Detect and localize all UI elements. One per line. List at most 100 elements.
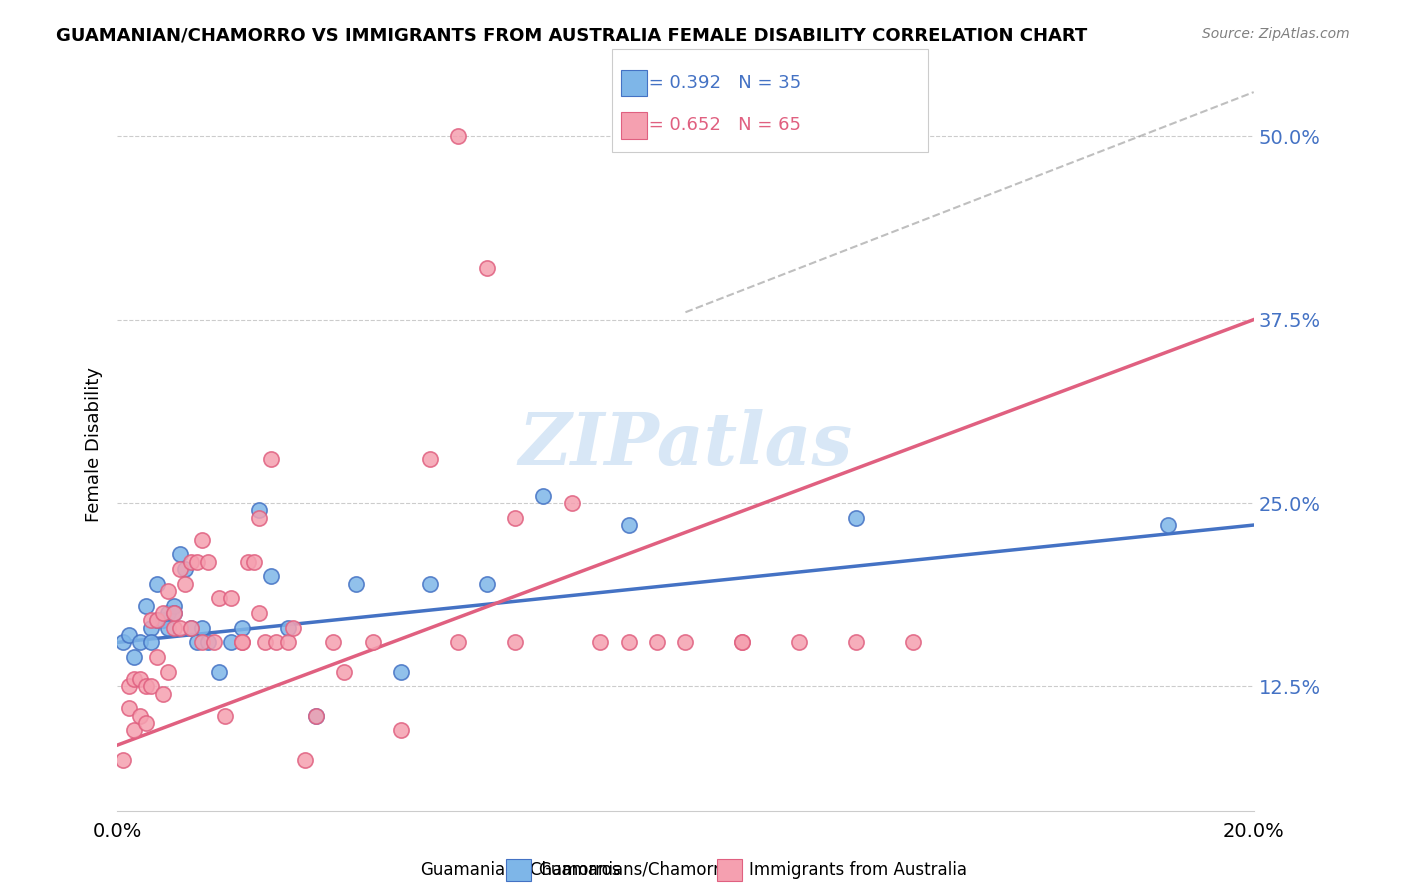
Point	[208, 591, 231, 606]
Text: Source: ZipAtlas.com: Source: ZipAtlas.com	[1202, 27, 1350, 41]
Point	[117, 680, 139, 694]
Point	[277, 635, 299, 649]
Point	[219, 635, 242, 649]
Point	[202, 635, 225, 649]
Point	[447, 129, 470, 144]
Point	[242, 555, 264, 569]
Point	[191, 533, 214, 547]
Point	[163, 606, 186, 620]
Point	[266, 635, 288, 649]
Point	[305, 708, 328, 723]
Point	[361, 635, 384, 649]
Point	[157, 584, 180, 599]
Point	[163, 606, 186, 620]
Point	[180, 621, 202, 635]
Point	[152, 687, 174, 701]
Point	[259, 569, 281, 583]
Point	[174, 576, 197, 591]
Text: R = 0.652   N = 65: R = 0.652 N = 65	[619, 116, 800, 134]
Point	[146, 650, 169, 665]
Point	[146, 576, 169, 591]
Point	[135, 599, 157, 613]
Point	[146, 614, 169, 628]
Point	[731, 635, 754, 649]
Point	[214, 708, 236, 723]
Point	[561, 496, 583, 510]
Point	[219, 591, 242, 606]
Point	[191, 621, 214, 635]
Point	[141, 680, 163, 694]
Point	[122, 650, 145, 665]
Text: Guamanians/Chamorros: Guamanians/Chamorros	[420, 861, 620, 879]
Point	[1157, 518, 1180, 533]
Text: ZIPatlas: ZIPatlas	[519, 409, 852, 480]
Point	[129, 672, 152, 686]
Text: R = 0.392   N = 35: R = 0.392 N = 35	[619, 74, 801, 92]
Point	[135, 716, 157, 731]
Text: Immigrants from Australia: Immigrants from Australia	[749, 861, 967, 879]
Point	[645, 635, 668, 649]
Point	[146, 614, 169, 628]
Point	[129, 708, 152, 723]
Point	[197, 555, 219, 569]
Point	[186, 555, 208, 569]
Point	[236, 555, 259, 569]
Point	[169, 621, 191, 635]
Point	[111, 753, 134, 767]
Point	[283, 621, 305, 635]
Point	[259, 452, 281, 467]
Point	[675, 635, 697, 649]
Point	[503, 510, 526, 524]
Point	[111, 635, 134, 649]
Point	[305, 708, 328, 723]
Point	[157, 665, 180, 679]
Point	[122, 672, 145, 686]
Point	[157, 621, 180, 635]
Point	[901, 635, 924, 649]
Point	[163, 599, 186, 613]
Point	[845, 635, 868, 649]
Point	[231, 621, 253, 635]
Point	[344, 576, 367, 591]
Point	[845, 510, 868, 524]
Point	[447, 635, 470, 649]
Point	[503, 635, 526, 649]
Point	[180, 555, 202, 569]
Point	[163, 621, 186, 635]
Point	[787, 635, 810, 649]
Point	[617, 635, 640, 649]
Point	[180, 621, 202, 635]
Point	[117, 628, 139, 642]
Point	[117, 701, 139, 715]
Point	[122, 723, 145, 738]
Point	[389, 665, 412, 679]
Point	[231, 635, 253, 649]
Point	[231, 635, 253, 649]
Point	[322, 635, 344, 649]
Point	[475, 576, 498, 591]
Point	[157, 606, 180, 620]
Point	[333, 665, 356, 679]
Point	[589, 635, 612, 649]
Point	[141, 635, 163, 649]
Point	[135, 680, 157, 694]
Point	[389, 723, 412, 738]
Text: GUAMANIAN/CHAMORRO VS IMMIGRANTS FROM AUSTRALIA FEMALE DISABILITY CORRELATION CH: GUAMANIAN/CHAMORRO VS IMMIGRANTS FROM AU…	[56, 27, 1087, 45]
Point	[294, 753, 316, 767]
Point	[731, 635, 754, 649]
Point	[253, 635, 276, 649]
Point	[129, 635, 152, 649]
Point	[247, 606, 270, 620]
Point	[152, 614, 174, 628]
Point	[419, 576, 441, 591]
Point	[277, 621, 299, 635]
Point	[141, 621, 163, 635]
Point	[247, 503, 270, 517]
Point	[617, 518, 640, 533]
Point	[247, 510, 270, 524]
Text: Guamanians/Chamorros: Guamanians/Chamorros	[538, 861, 740, 879]
Point	[174, 562, 197, 576]
Point	[169, 562, 191, 576]
Point	[191, 635, 214, 649]
Point	[152, 606, 174, 620]
